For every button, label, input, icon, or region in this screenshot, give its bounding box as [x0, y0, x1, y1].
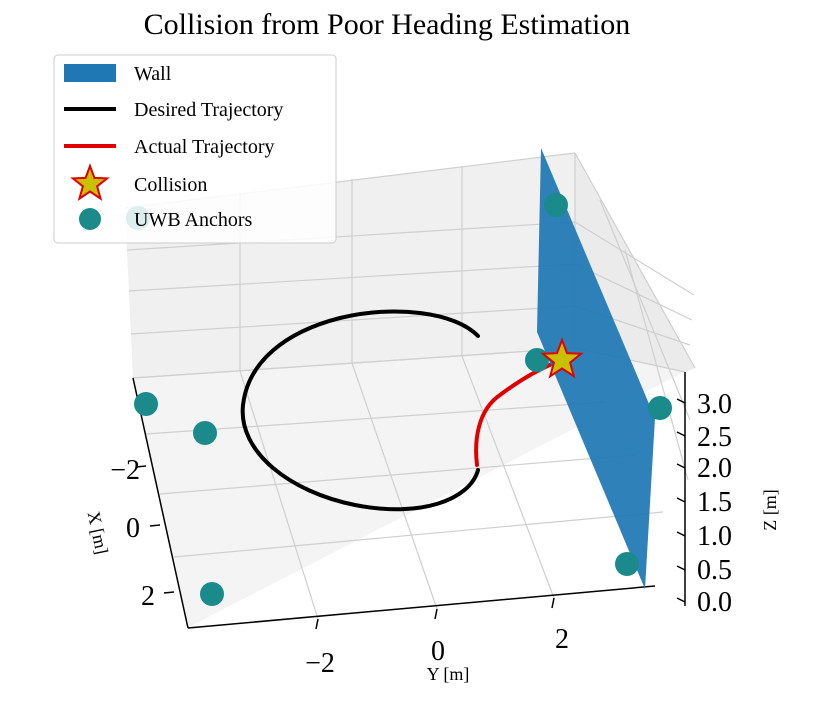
- legend-label-desired: Desired Trajectory: [134, 99, 283, 121]
- grid-line: [351, 362, 438, 610]
- z-tick-label: 1.0: [697, 521, 732, 552]
- grid-line: [599, 199, 691, 421]
- x-tick-mark: [163, 591, 175, 594]
- z-tick-label: 3.0: [697, 389, 732, 420]
- grid-line: [173, 511, 664, 558]
- legend-box: [53, 54, 337, 244]
- y-tick-mark: [551, 597, 555, 609]
- x-tick-label: 2: [141, 581, 155, 612]
- grid-line: [159, 454, 636, 495]
- y-tick-label: 0: [431, 636, 445, 667]
- grid-line: [126, 221, 576, 251]
- uwb-anchor-marker: [648, 396, 672, 420]
- x-tick-label: 0: [126, 513, 140, 544]
- legend-label-anchors: UWB Anchors: [134, 209, 253, 231]
- z-tick-label: 2.5: [697, 422, 732, 453]
- grid-line: [239, 370, 319, 620]
- z-tick-label: 1.5: [697, 487, 732, 518]
- legend-anchor-dot: [79, 208, 101, 230]
- chart-title: Collision from Poor Heading Estimation: [144, 8, 631, 41]
- z-tick-mark: [676, 398, 686, 404]
- z-tick-label: 0.5: [697, 555, 732, 586]
- x-tick-mark: [149, 524, 161, 527]
- grid-line: [132, 347, 576, 379]
- uwb-anchor-marker: [193, 421, 217, 445]
- y-tick-label: 2: [555, 624, 569, 655]
- legend-collision-star: [70, 163, 110, 201]
- y-axis-line: [187, 585, 656, 629]
- uwb-anchor-marker: [134, 392, 158, 416]
- z-tick-mark: [676, 565, 686, 571]
- grid-line: [130, 305, 576, 335]
- z-tick-mark: [676, 463, 686, 469]
- y-axis-label: Y [m]: [427, 664, 470, 684]
- x-axis-label: X [m]: [84, 509, 113, 556]
- z-tick-label: 2.0: [697, 453, 732, 484]
- x-tick-mark: [135, 465, 147, 468]
- legend-wall-swatch: [64, 64, 116, 82]
- z-tick-mark: [676, 597, 686, 603]
- z-tick-label: 0.0: [697, 587, 732, 618]
- z-tick-mark: [676, 531, 686, 537]
- grid-line: [574, 152, 696, 369]
- x-tick-label: −2: [110, 455, 140, 486]
- grid-line: [574, 263, 693, 321]
- collision-star-marker: [540, 337, 584, 379]
- grid-line: [624, 249, 689, 481]
- grid-line: [145, 401, 606, 435]
- z-tick-mark: [676, 431, 686, 437]
- uwb-anchor-marker: [544, 193, 568, 217]
- tick-marks: [135, 398, 686, 630]
- wall-surface: [537, 148, 655, 589]
- y-tick-mark: [434, 608, 438, 620]
- uwb-anchor-marker: [200, 582, 224, 606]
- desired-trajectory-line: [240, 309, 480, 512]
- grid-line: [461, 355, 555, 599]
- y-tick-mark: [315, 618, 319, 630]
- legend-label-collision: Collision: [134, 174, 207, 196]
- z-axis-label: Z [m]: [760, 489, 780, 530]
- uwb-anchor-marker: [615, 552, 639, 576]
- z-tick-mark: [676, 497, 686, 503]
- legend-label-actual: Actual Trajectory: [134, 136, 275, 158]
- legend: Wall Desired Trajectory Actual Trajector…: [53, 54, 337, 244]
- x-axis-line: [132, 377, 189, 629]
- y-tick-label: −2: [305, 648, 335, 679]
- legend-label-wall: Wall: [134, 63, 172, 85]
